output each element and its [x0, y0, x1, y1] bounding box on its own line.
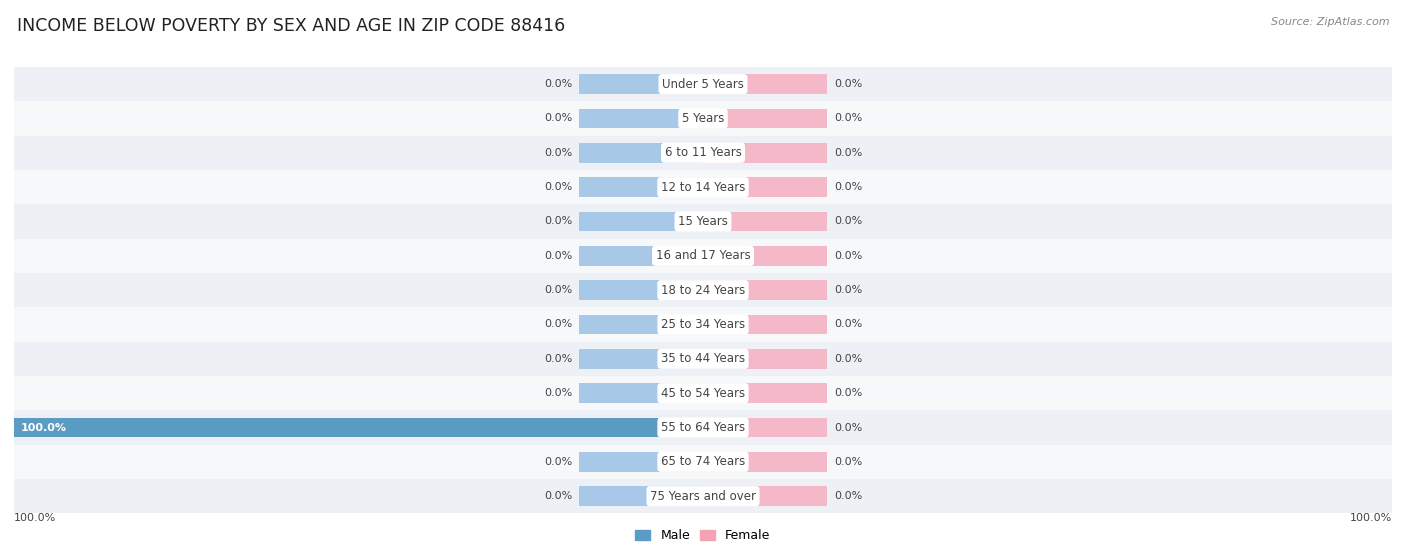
Text: 100.0%: 100.0%	[14, 513, 56, 523]
Text: 0.0%: 0.0%	[834, 217, 862, 227]
Bar	[703, 211, 827, 232]
Bar	[579, 452, 703, 472]
Text: Under 5 Years: Under 5 Years	[662, 78, 744, 90]
Text: 75 Years and over: 75 Years and over	[650, 490, 756, 503]
Text: 0.0%: 0.0%	[834, 457, 862, 467]
Bar	[703, 246, 827, 266]
Bar	[14, 170, 1392, 204]
Bar	[579, 143, 703, 163]
Bar	[579, 349, 703, 369]
Bar	[14, 479, 1392, 513]
Text: 25 to 34 Years: 25 to 34 Years	[661, 318, 745, 331]
Text: 0.0%: 0.0%	[834, 320, 862, 329]
Legend: Male, Female: Male, Female	[630, 525, 776, 547]
Text: 0.0%: 0.0%	[834, 285, 862, 295]
Text: 0.0%: 0.0%	[544, 285, 572, 295]
Text: 0.0%: 0.0%	[834, 491, 862, 501]
Text: 0.0%: 0.0%	[544, 388, 572, 398]
Text: 0.0%: 0.0%	[544, 148, 572, 158]
Text: 18 to 24 Years: 18 to 24 Years	[661, 283, 745, 297]
Bar	[703, 315, 827, 334]
Bar	[703, 452, 827, 472]
Text: 0.0%: 0.0%	[544, 251, 572, 261]
Text: 0.0%: 0.0%	[544, 320, 572, 329]
Bar	[703, 143, 827, 163]
Text: Source: ZipAtlas.com: Source: ZipAtlas.com	[1271, 17, 1389, 27]
Bar	[579, 211, 703, 232]
Bar	[703, 486, 827, 506]
Text: INCOME BELOW POVERTY BY SEX AND AGE IN ZIP CODE 88416: INCOME BELOW POVERTY BY SEX AND AGE IN Z…	[17, 17, 565, 35]
Text: 0.0%: 0.0%	[834, 182, 862, 192]
Bar	[14, 417, 703, 437]
Text: 0.0%: 0.0%	[544, 182, 572, 192]
Bar	[579, 383, 703, 403]
Bar	[579, 177, 703, 197]
Text: 0.0%: 0.0%	[834, 148, 862, 158]
Bar	[14, 307, 1392, 341]
Text: 0.0%: 0.0%	[834, 422, 862, 432]
Bar	[14, 445, 1392, 479]
Bar	[703, 280, 827, 300]
Bar	[703, 383, 827, 403]
Bar	[579, 74, 703, 94]
Bar	[703, 177, 827, 197]
Text: 16 and 17 Years: 16 and 17 Years	[655, 249, 751, 262]
Text: 5 Years: 5 Years	[682, 112, 724, 125]
Text: 0.0%: 0.0%	[544, 354, 572, 364]
Text: 0.0%: 0.0%	[544, 113, 572, 123]
Bar	[14, 102, 1392, 136]
Bar	[14, 273, 1392, 307]
Text: 35 to 44 Years: 35 to 44 Years	[661, 352, 745, 365]
Bar	[14, 410, 1392, 445]
Bar	[579, 108, 703, 128]
Text: 0.0%: 0.0%	[834, 79, 862, 89]
Text: 45 to 54 Years: 45 to 54 Years	[661, 387, 745, 400]
Bar	[14, 376, 1392, 410]
Bar	[579, 315, 703, 334]
Text: 0.0%: 0.0%	[544, 217, 572, 227]
Text: 0.0%: 0.0%	[834, 354, 862, 364]
Text: 100.0%: 100.0%	[1350, 513, 1392, 523]
Text: 0.0%: 0.0%	[544, 457, 572, 467]
Bar	[703, 417, 827, 437]
Text: 0.0%: 0.0%	[544, 79, 572, 89]
Bar	[14, 67, 1392, 102]
Bar	[703, 74, 827, 94]
Bar	[14, 341, 1392, 376]
Text: 0.0%: 0.0%	[834, 113, 862, 123]
Text: 0.0%: 0.0%	[544, 491, 572, 501]
Text: 0.0%: 0.0%	[834, 388, 862, 398]
Text: 55 to 64 Years: 55 to 64 Years	[661, 421, 745, 434]
Text: 100.0%: 100.0%	[0, 422, 4, 432]
Bar	[14, 204, 1392, 239]
Bar	[14, 239, 1392, 273]
Text: 15 Years: 15 Years	[678, 215, 728, 228]
Bar	[703, 108, 827, 128]
Bar	[579, 486, 703, 506]
Text: 65 to 74 Years: 65 to 74 Years	[661, 455, 745, 468]
Text: 12 to 14 Years: 12 to 14 Years	[661, 181, 745, 194]
Bar	[579, 280, 703, 300]
Bar	[703, 349, 827, 369]
Bar	[14, 136, 1392, 170]
Text: 6 to 11 Years: 6 to 11 Years	[665, 146, 741, 159]
Bar	[579, 246, 703, 266]
Text: 0.0%: 0.0%	[834, 251, 862, 261]
Text: 100.0%: 100.0%	[21, 422, 67, 432]
